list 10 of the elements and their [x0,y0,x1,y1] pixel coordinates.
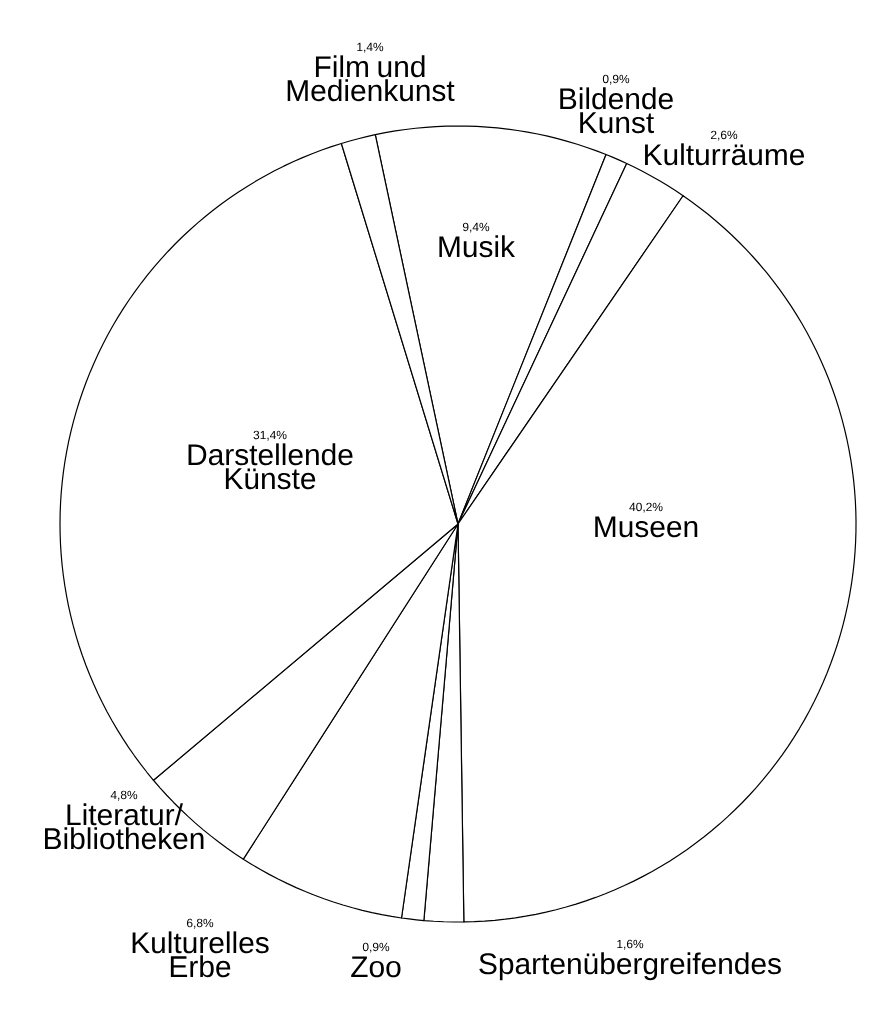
slice-label: Darstellende Künste [188,443,353,490]
slice-label: Film und Medienkunst [287,55,455,102]
slice-label: Museen [595,516,698,538]
slice-label: Kulturelles Erbe [132,931,269,978]
slice-label: Literatur/ Bibliotheken [45,803,204,850]
slice-label: Kulturräume [645,143,805,166]
slice-label: Zoo [351,956,401,978]
slice-label: Spartenübergreifendes [479,952,781,981]
slice-label: Bildende Kunst [560,87,673,134]
slice-label: Musik [439,235,516,258]
